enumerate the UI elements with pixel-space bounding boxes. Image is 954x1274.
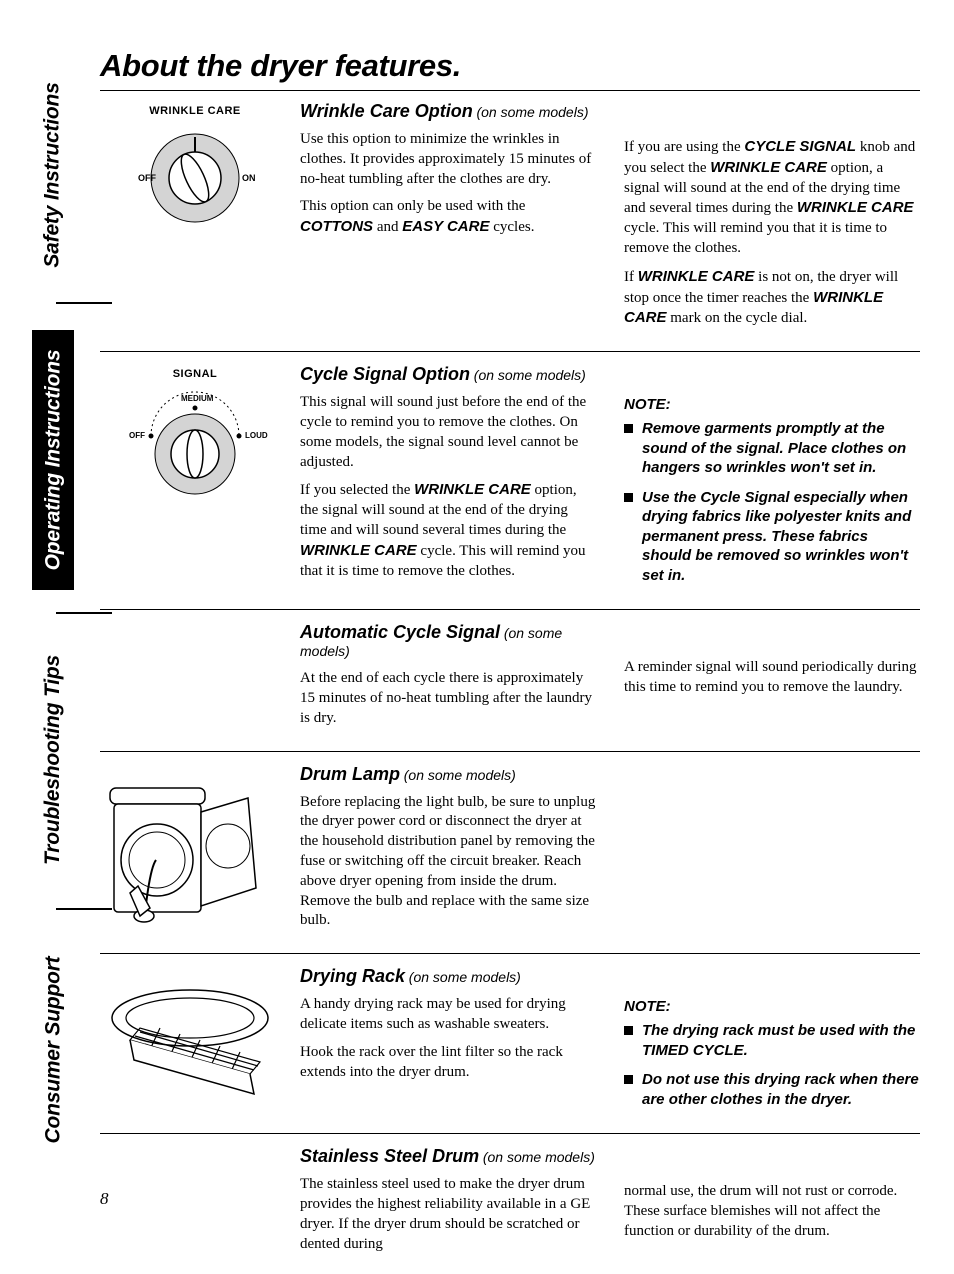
tab-label: Troubleshooting Tips xyxy=(41,655,65,865)
section-sub: (on some models) xyxy=(476,104,588,120)
body-text: A reminder signal will sound periodicall… xyxy=(624,658,920,698)
page-number: 8 xyxy=(100,1189,109,1209)
body-text: If WRINKLE CARE is not on, the dryer wil… xyxy=(624,267,920,329)
svg-text:ON: ON xyxy=(242,173,256,183)
body-text: The stainless steel used to make the dry… xyxy=(300,1175,596,1254)
svg-text:MEDIUM: MEDIUM xyxy=(181,394,214,403)
tab-safety[interactable]: Safety Instructions xyxy=(32,70,74,280)
tab-label: Operating Instructions xyxy=(41,350,65,571)
main-content: About the dryer features. WRINKLE CARE O… xyxy=(100,48,920,1274)
figure-wrinkle-knob: WRINKLE CARE OFF ON xyxy=(100,101,300,337)
section-steel-drum: Stainless Steel Drum (on some models) Th… xyxy=(100,1146,920,1262)
note-list: Remove garments promptly at the sound of… xyxy=(624,419,920,585)
section-drying-rack: Drying Rack (on some models) A handy dry… xyxy=(100,966,920,1134)
drying-rack-icon xyxy=(100,970,280,1110)
section-heading: Wrinkle Care Option xyxy=(300,101,473,121)
svg-text:OFF: OFF xyxy=(129,431,145,440)
body-text: If you selected the WRINKLE CARE option,… xyxy=(300,480,596,581)
knob-icon: OFF ON xyxy=(120,123,270,233)
section-heading: Drum Lamp xyxy=(300,764,400,784)
tab-troubleshooting[interactable]: Troubleshooting Tips xyxy=(32,640,74,880)
dryer-lamp-icon xyxy=(100,768,270,923)
section-cycle-signal: SIGNAL MEDIUM OFF LOUD Cycle Signal xyxy=(100,364,920,610)
note-heading: NOTE: xyxy=(624,396,920,413)
body-text: Use this option to minimize the wrinkles… xyxy=(300,130,596,189)
section-sub: (on some models) xyxy=(409,969,521,985)
note-item: Use the Cycle Signal especially when dry… xyxy=(624,488,920,586)
svg-text:LOUD: LOUD xyxy=(245,431,268,440)
tab-label: Safety Instructions xyxy=(41,82,65,267)
knob-title: SIGNAL xyxy=(100,368,290,380)
figure-signal-knob: SIGNAL MEDIUM OFF LOUD xyxy=(100,364,300,595)
title-rule xyxy=(100,90,920,91)
section-heading: Drying Rack xyxy=(300,966,405,986)
section-drum-lamp: Drum Lamp (on some models) Before replac… xyxy=(100,764,920,955)
body-text: If you are using the CYCLE SIGNAL knob a… xyxy=(624,137,920,259)
section-wrinkle-care: WRINKLE CARE OFF ON Wrinkle Care Option … xyxy=(100,101,920,352)
section-heading: Stainless Steel Drum xyxy=(300,1146,479,1166)
svg-text:OFF: OFF xyxy=(138,173,156,183)
body-text: A handy drying rack may be used for dryi… xyxy=(300,995,596,1035)
figure-drum-lamp xyxy=(100,764,300,940)
body-text: Hook the rack over the lint filter so th… xyxy=(300,1043,596,1083)
section-sub: (on some models) xyxy=(483,1149,595,1165)
note-item: Do not use this drying rack when there a… xyxy=(624,1070,920,1109)
body-text: At the end of each cycle there is approx… xyxy=(300,669,596,728)
body-text: Before replacing the light bulb, be sure… xyxy=(300,793,596,932)
figure-drying-rack xyxy=(100,966,300,1119)
knob-title: WRINKLE CARE xyxy=(100,105,290,117)
body-text: This option can only be used with the CO… xyxy=(300,197,596,238)
note-heading: NOTE: xyxy=(624,998,920,1015)
section-sub: (on some models) xyxy=(404,767,516,783)
page-title: About the dryer features. xyxy=(100,48,920,84)
section-sub: (on some models) xyxy=(474,367,586,383)
note-item: The drying rack must be used with the TI… xyxy=(624,1021,920,1060)
knob-icon: MEDIUM OFF LOUD xyxy=(115,386,275,506)
note-list: The drying rack must be used with the TI… xyxy=(624,1021,920,1109)
section-heading: Automatic Cycle Signal xyxy=(300,622,500,642)
tab-support[interactable]: Consumer Support xyxy=(32,940,74,1160)
tab-label: Consumer Support xyxy=(41,957,65,1144)
sidebar-tabs: Safety Instructions Operating Instructio… xyxy=(32,0,74,1235)
section-heading: Cycle Signal Option xyxy=(300,364,470,384)
note-item: Remove garments promptly at the sound of… xyxy=(624,419,920,478)
tab-operating[interactable]: Operating Instructions xyxy=(32,330,74,590)
body-text: This signal will sound just before the e… xyxy=(300,393,596,472)
section-auto-signal: Automatic Cycle Signal (on some models) … xyxy=(100,622,920,751)
body-text: normal use, the drum will not rust or co… xyxy=(624,1182,920,1241)
